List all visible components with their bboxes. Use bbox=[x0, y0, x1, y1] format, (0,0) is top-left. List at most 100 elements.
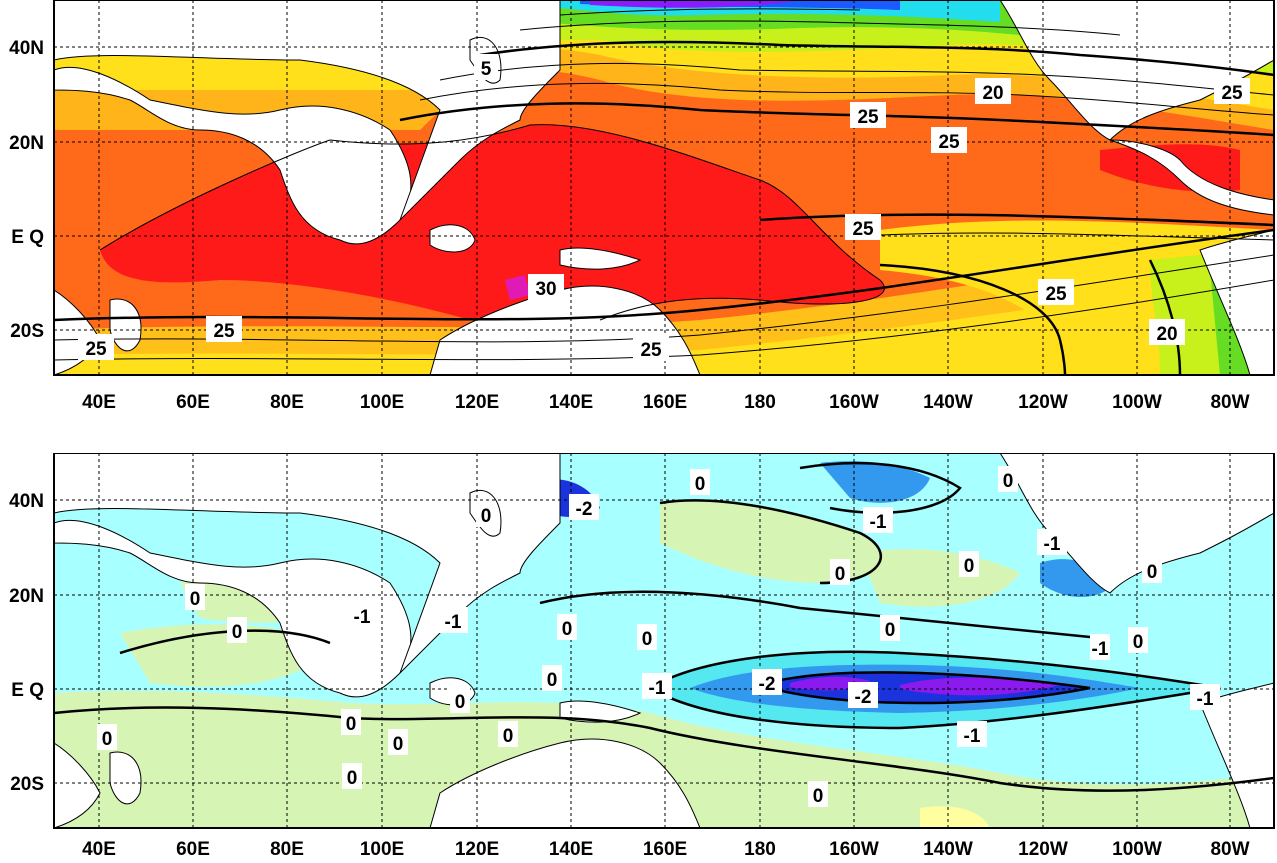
contour-zero-south bbox=[54, 706, 1274, 792]
lon-tick: 40E bbox=[82, 839, 116, 860]
lon-tick: 120E bbox=[455, 392, 499, 413]
contour-label: 20 bbox=[982, 83, 1003, 104]
contour-label: 25 bbox=[852, 219, 874, 240]
contour-25-south bbox=[54, 228, 1274, 322]
contour-label: 0 bbox=[481, 506, 492, 527]
anomaly-yellow-patch bbox=[920, 806, 990, 828]
anomaly-npac-cold bbox=[820, 461, 930, 503]
lat-tick: 20N bbox=[9, 133, 44, 154]
lat-tick: 20S bbox=[10, 774, 44, 795]
contour-label: 0 bbox=[695, 474, 706, 495]
contour-label: 25 bbox=[85, 339, 107, 360]
contour-label: 0 bbox=[190, 589, 201, 610]
sst-map-panel: 5 25 20 25 25 25 25 30 25 25 25 20 40N 2… bbox=[0, 0, 1277, 420]
sst-band-south-yellow2 bbox=[54, 270, 1274, 375]
lon-tick: 80E bbox=[270, 839, 304, 860]
sst-gridlines bbox=[54, 0, 1274, 375]
anomaly-positive-npac1 bbox=[660, 500, 881, 583]
contour-label: -2 bbox=[855, 687, 872, 708]
contour-warm-pool bbox=[99, 124, 885, 321]
contour-label: 25 bbox=[1221, 83, 1243, 104]
contour-label: 0 bbox=[347, 768, 358, 789]
land-north-asia bbox=[54, 0, 561, 221]
sst-anomaly-map: 0 -2 0 0 -1 0 0 0 -1 -1 0 0 0 -1 0 0 -1 … bbox=[9, 453, 1275, 860]
contour-label: 0 bbox=[562, 619, 573, 640]
land-masses bbox=[54, 0, 1274, 375]
contour-25-equator bbox=[759, 213, 1274, 227]
land-new-guinea bbox=[559, 247, 642, 270]
anomaly-lat-axis: 40N 20N E Q 20S bbox=[9, 491, 44, 795]
lat-tick: 40N bbox=[9, 38, 44, 59]
contour-label: 25 bbox=[213, 321, 235, 342]
contour-label: -1 bbox=[1197, 689, 1214, 710]
contour-label: 0 bbox=[835, 564, 846, 585]
anomaly-lon-axis: 40E 60E 80E 100E 120E 140E 160E 180 160W… bbox=[82, 839, 1250, 860]
lon-tick: 120W bbox=[1018, 839, 1068, 860]
lon-tick: 100E bbox=[360, 839, 404, 860]
lon-tick: 100E bbox=[360, 392, 404, 413]
anomaly-cold-core2 bbox=[900, 677, 1060, 696]
land-new-guinea bbox=[559, 700, 642, 723]
contour-north-2 bbox=[439, 62, 1274, 96]
land-asia bbox=[54, 519, 412, 698]
contour-25-east bbox=[879, 263, 1067, 375]
lon-tick: 180 bbox=[744, 839, 776, 860]
lon-tick: 160E bbox=[643, 839, 687, 860]
sst-lon-axis: 40E 60E 80E 100E 120E 140E 160E 180 160W… bbox=[82, 392, 1250, 413]
contour-25-north bbox=[399, 102, 1274, 137]
sst-frame bbox=[53, 0, 1275, 376]
contour-zero-north bbox=[539, 590, 1101, 640]
lat-tick: 20S bbox=[10, 321, 44, 342]
contour-label: 0 bbox=[503, 726, 514, 747]
contour-label: 0 bbox=[885, 620, 896, 641]
land-north-america bbox=[999, 453, 1274, 594]
contour-south-1 bbox=[54, 254, 1274, 343]
contour-label: 25 bbox=[1045, 284, 1067, 305]
lon-tick: 140W bbox=[923, 839, 973, 860]
sst-max-patch bbox=[505, 275, 530, 300]
sst-map: 5 25 20 25 25 25 25 30 25 25 25 20 40N 2… bbox=[9, 0, 1275, 413]
contour-label: 0 bbox=[1147, 562, 1158, 583]
sst-contour-labels: 5 25 20 25 25 25 25 30 25 25 25 20 bbox=[78, 54, 1250, 361]
land-asia bbox=[54, 66, 412, 245]
lon-tick: 100W bbox=[1112, 392, 1162, 413]
contour-label: -1 bbox=[1092, 639, 1109, 660]
sst-contours bbox=[54, 8, 1274, 375]
lon-tick: 80E bbox=[270, 392, 304, 413]
contour-label: -2 bbox=[759, 674, 776, 695]
anomaly-contour-labels: 0 -2 0 0 -1 0 0 0 -1 -1 0 0 0 -1 0 0 -1 … bbox=[97, 466, 1220, 807]
lon-tick: 180 bbox=[744, 392, 776, 413]
contour-eq-1 bbox=[879, 232, 1274, 241]
lon-tick: 160W bbox=[829, 839, 879, 860]
contour-label: 0 bbox=[346, 714, 357, 735]
contour-label: -2 bbox=[576, 499, 593, 520]
contour-label: 0 bbox=[547, 670, 558, 691]
contour-label: 25 bbox=[938, 132, 960, 153]
lon-tick: 120E bbox=[455, 839, 499, 860]
sst-band-north-purple bbox=[590, 0, 800, 8]
land-central-america bbox=[1109, 139, 1274, 216]
anomaly-positive-npac2 bbox=[860, 549, 1020, 607]
contour-label: -1 bbox=[964, 726, 981, 747]
contour-south-2 bbox=[54, 279, 1274, 361]
contour-label: -1 bbox=[1044, 534, 1061, 555]
sst-lat-axis: 40N 20N E Q 20S bbox=[9, 38, 44, 342]
contour-label: 25 bbox=[640, 340, 662, 361]
contour-label: 0 bbox=[102, 729, 113, 750]
contour-label: -1 bbox=[445, 612, 462, 633]
lon-tick: 160W bbox=[829, 392, 879, 413]
contour-label: 25 bbox=[857, 107, 879, 128]
lon-tick: 140E bbox=[549, 392, 593, 413]
contour-label: 0 bbox=[232, 622, 243, 643]
land-australia bbox=[429, 285, 701, 375]
contour-label: 0 bbox=[964, 556, 975, 577]
contour-label: 5 bbox=[481, 59, 492, 80]
contour-label: 0 bbox=[813, 786, 824, 807]
contour-zero-npac bbox=[659, 499, 882, 585]
anomaly-frame bbox=[53, 453, 1275, 829]
lon-tick: 80W bbox=[1210, 392, 1249, 413]
lat-tick: 20N bbox=[9, 586, 44, 607]
land-africa bbox=[54, 742, 101, 828]
contour-label: 0 bbox=[455, 692, 466, 713]
lon-tick: 60E bbox=[176, 839, 210, 860]
